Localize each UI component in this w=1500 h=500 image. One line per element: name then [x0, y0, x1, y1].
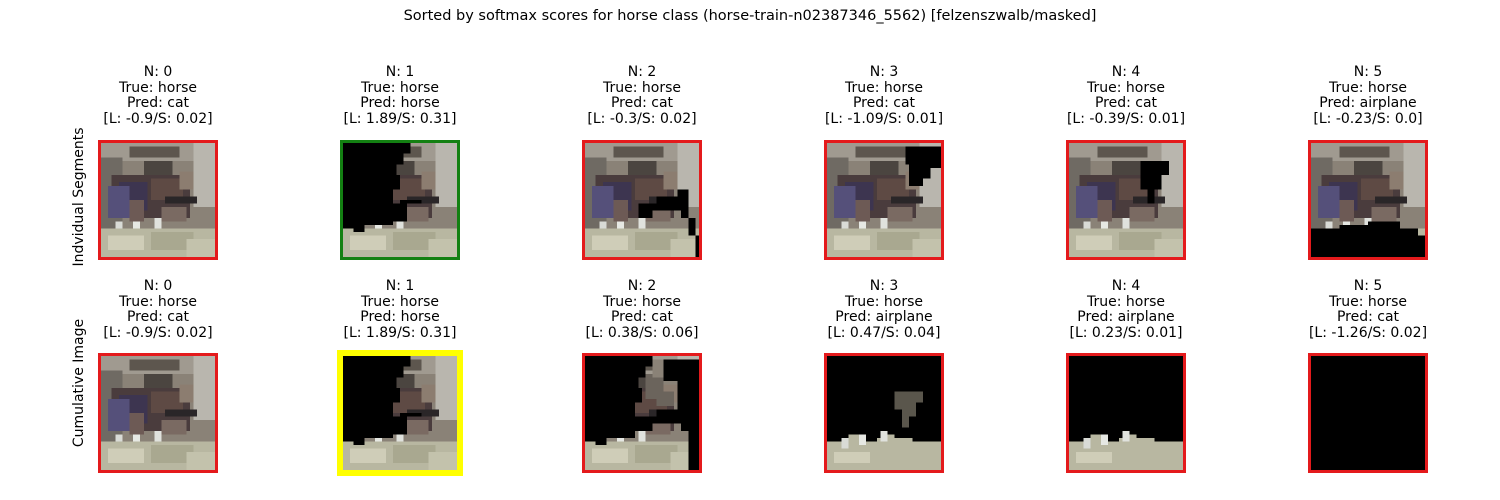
- caption-scores: [L: -0.39/S: 0.01]: [1066, 110, 1186, 127]
- caption-scores: [L: -0.3/S: 0.02]: [587, 110, 697, 127]
- caption-true-label: True: horse: [844, 293, 923, 310]
- thumbnail-caption: N: 5 True: horse Pred: cat [L: -1.26/S: 0.0…: [1248, 278, 1488, 341]
- caption-pred: Pred: cat: [1094, 95, 1158, 111]
- caption-n: N: 0: [143, 64, 173, 80]
- caption-scores: [L: 1.89/S: 0.31]: [343, 110, 457, 127]
- thumbnail-caption: N: 3 True: horse Pred: airplane [L: 0.47/S:…: [764, 278, 1004, 341]
- segment-thumbnail: [1066, 140, 1186, 260]
- segment-thumbnail: [337, 350, 463, 476]
- caption-true-label: True: horse: [1328, 293, 1407, 310]
- thumbnail-caption: N: 0 True: horse Pred: cat [L: -0.9/S: 0.02…: [38, 64, 278, 127]
- caption-n: N: 1: [385, 64, 415, 80]
- segment-thumbnail: [1308, 140, 1428, 260]
- caption-pred: Pred: cat: [852, 95, 916, 111]
- caption-n: N: 0: [143, 278, 173, 294]
- caption-n: N: 2: [627, 64, 657, 80]
- thumbnail-caption: N: 2 True: horse Pred: cat [L: 0.38/S: 0.06…: [522, 278, 762, 341]
- caption-pred: Pred: airplane: [1319, 95, 1417, 111]
- caption-n: N: 3: [869, 278, 899, 294]
- caption-n: N: 5: [1353, 64, 1383, 80]
- caption-n: N: 1: [385, 278, 415, 294]
- segment-thumbnail: [340, 140, 460, 260]
- caption-scores: [L: 1.89/S: 0.31]: [343, 324, 457, 341]
- caption-true-label: True: horse: [602, 79, 681, 96]
- thumbnail-caption: N: 5 True: horse Pred: airplane [L: -0.23/S…: [1248, 64, 1488, 127]
- caption-pred: Pred: horse: [360, 309, 440, 325]
- segment-thumbnail: [582, 353, 702, 473]
- segment-thumbnail: [98, 353, 218, 473]
- caption-scores: [L: 0.23/S: 0.01]: [1069, 324, 1183, 341]
- thumbnail-caption: N: 1 True: horse Pred: horse [L: 1.89/S: 0.…: [280, 278, 520, 341]
- caption-scores: [L: -0.9/S: 0.02]: [103, 110, 213, 127]
- segment-thumbnail: [824, 353, 944, 473]
- segment-thumbnail: [582, 140, 702, 260]
- caption-scores: [L: -0.9/S: 0.02]: [103, 324, 213, 341]
- caption-pred: Pred: cat: [610, 95, 674, 111]
- thumbnail-caption: N: 3 True: horse Pred: cat [L: -1.09/S: 0.0…: [764, 64, 1004, 127]
- caption-true-label: True: horse: [360, 79, 439, 96]
- row-label: Indvidual Segments: [71, 127, 87, 267]
- caption-true-label: True: horse: [1086, 293, 1165, 310]
- thumbnail-caption: N: 4 True: horse Pred: airplane [L: 0.23/S:…: [1006, 278, 1246, 341]
- caption-true-label: True: horse: [118, 79, 197, 96]
- caption-pred: Pred: airplane: [835, 309, 933, 325]
- segment-thumbnail: [824, 140, 944, 260]
- caption-true-label: True: horse: [360, 293, 439, 310]
- caption-n: N: 5: [1353, 278, 1383, 294]
- caption-true-label: True: horse: [1328, 79, 1407, 96]
- caption-true-label: True: horse: [602, 293, 681, 310]
- thumbnail-caption: N: 4 True: horse Pred: cat [L: -0.39/S: 0.0…: [1006, 64, 1246, 127]
- figure-title: Sorted by softmax scores for horse class…: [403, 8, 1097, 24]
- caption-scores: [L: -1.09/S: 0.01]: [824, 110, 944, 127]
- caption-pred: Pred: cat: [126, 95, 190, 111]
- segment-thumbnail: [98, 140, 218, 260]
- thumbnail-caption: N: 0 True: horse Pred: cat [L: -0.9/S: 0.02…: [38, 278, 278, 341]
- caption-true-label: True: horse: [1086, 79, 1165, 96]
- caption-pred: Pred: horse: [360, 95, 440, 111]
- thumbnail-caption: N: 2 True: horse Pred: cat [L: -0.3/S: 0.02…: [522, 64, 762, 127]
- caption-scores: [L: 0.47/S: 0.04]: [827, 324, 941, 341]
- caption-scores: [L: -0.23/S: 0.0]: [1313, 110, 1423, 127]
- caption-pred: Pred: cat: [610, 309, 674, 325]
- caption-pred: Pred: airplane: [1077, 309, 1175, 325]
- caption-n: N: 2: [627, 278, 657, 294]
- thumbnail-caption: N: 1 True: horse Pred: horse [L: 1.89/S: 0.…: [280, 64, 520, 127]
- caption-pred: Pred: cat: [126, 309, 190, 325]
- caption-n: N: 4: [1111, 64, 1141, 80]
- caption-true-label: True: horse: [844, 79, 923, 96]
- caption-scores: [L: -1.26/S: 0.02]: [1308, 324, 1428, 341]
- caption-scores: [L: 0.38/S: 0.06]: [585, 324, 699, 341]
- caption-pred: Pred: cat: [1336, 309, 1400, 325]
- caption-true-label: True: horse: [118, 293, 197, 310]
- caption-n: N: 3: [869, 64, 899, 80]
- caption-n: N: 4: [1111, 278, 1141, 294]
- segment-thumbnail: [1308, 353, 1428, 473]
- segment-thumbnail: [1066, 353, 1186, 473]
